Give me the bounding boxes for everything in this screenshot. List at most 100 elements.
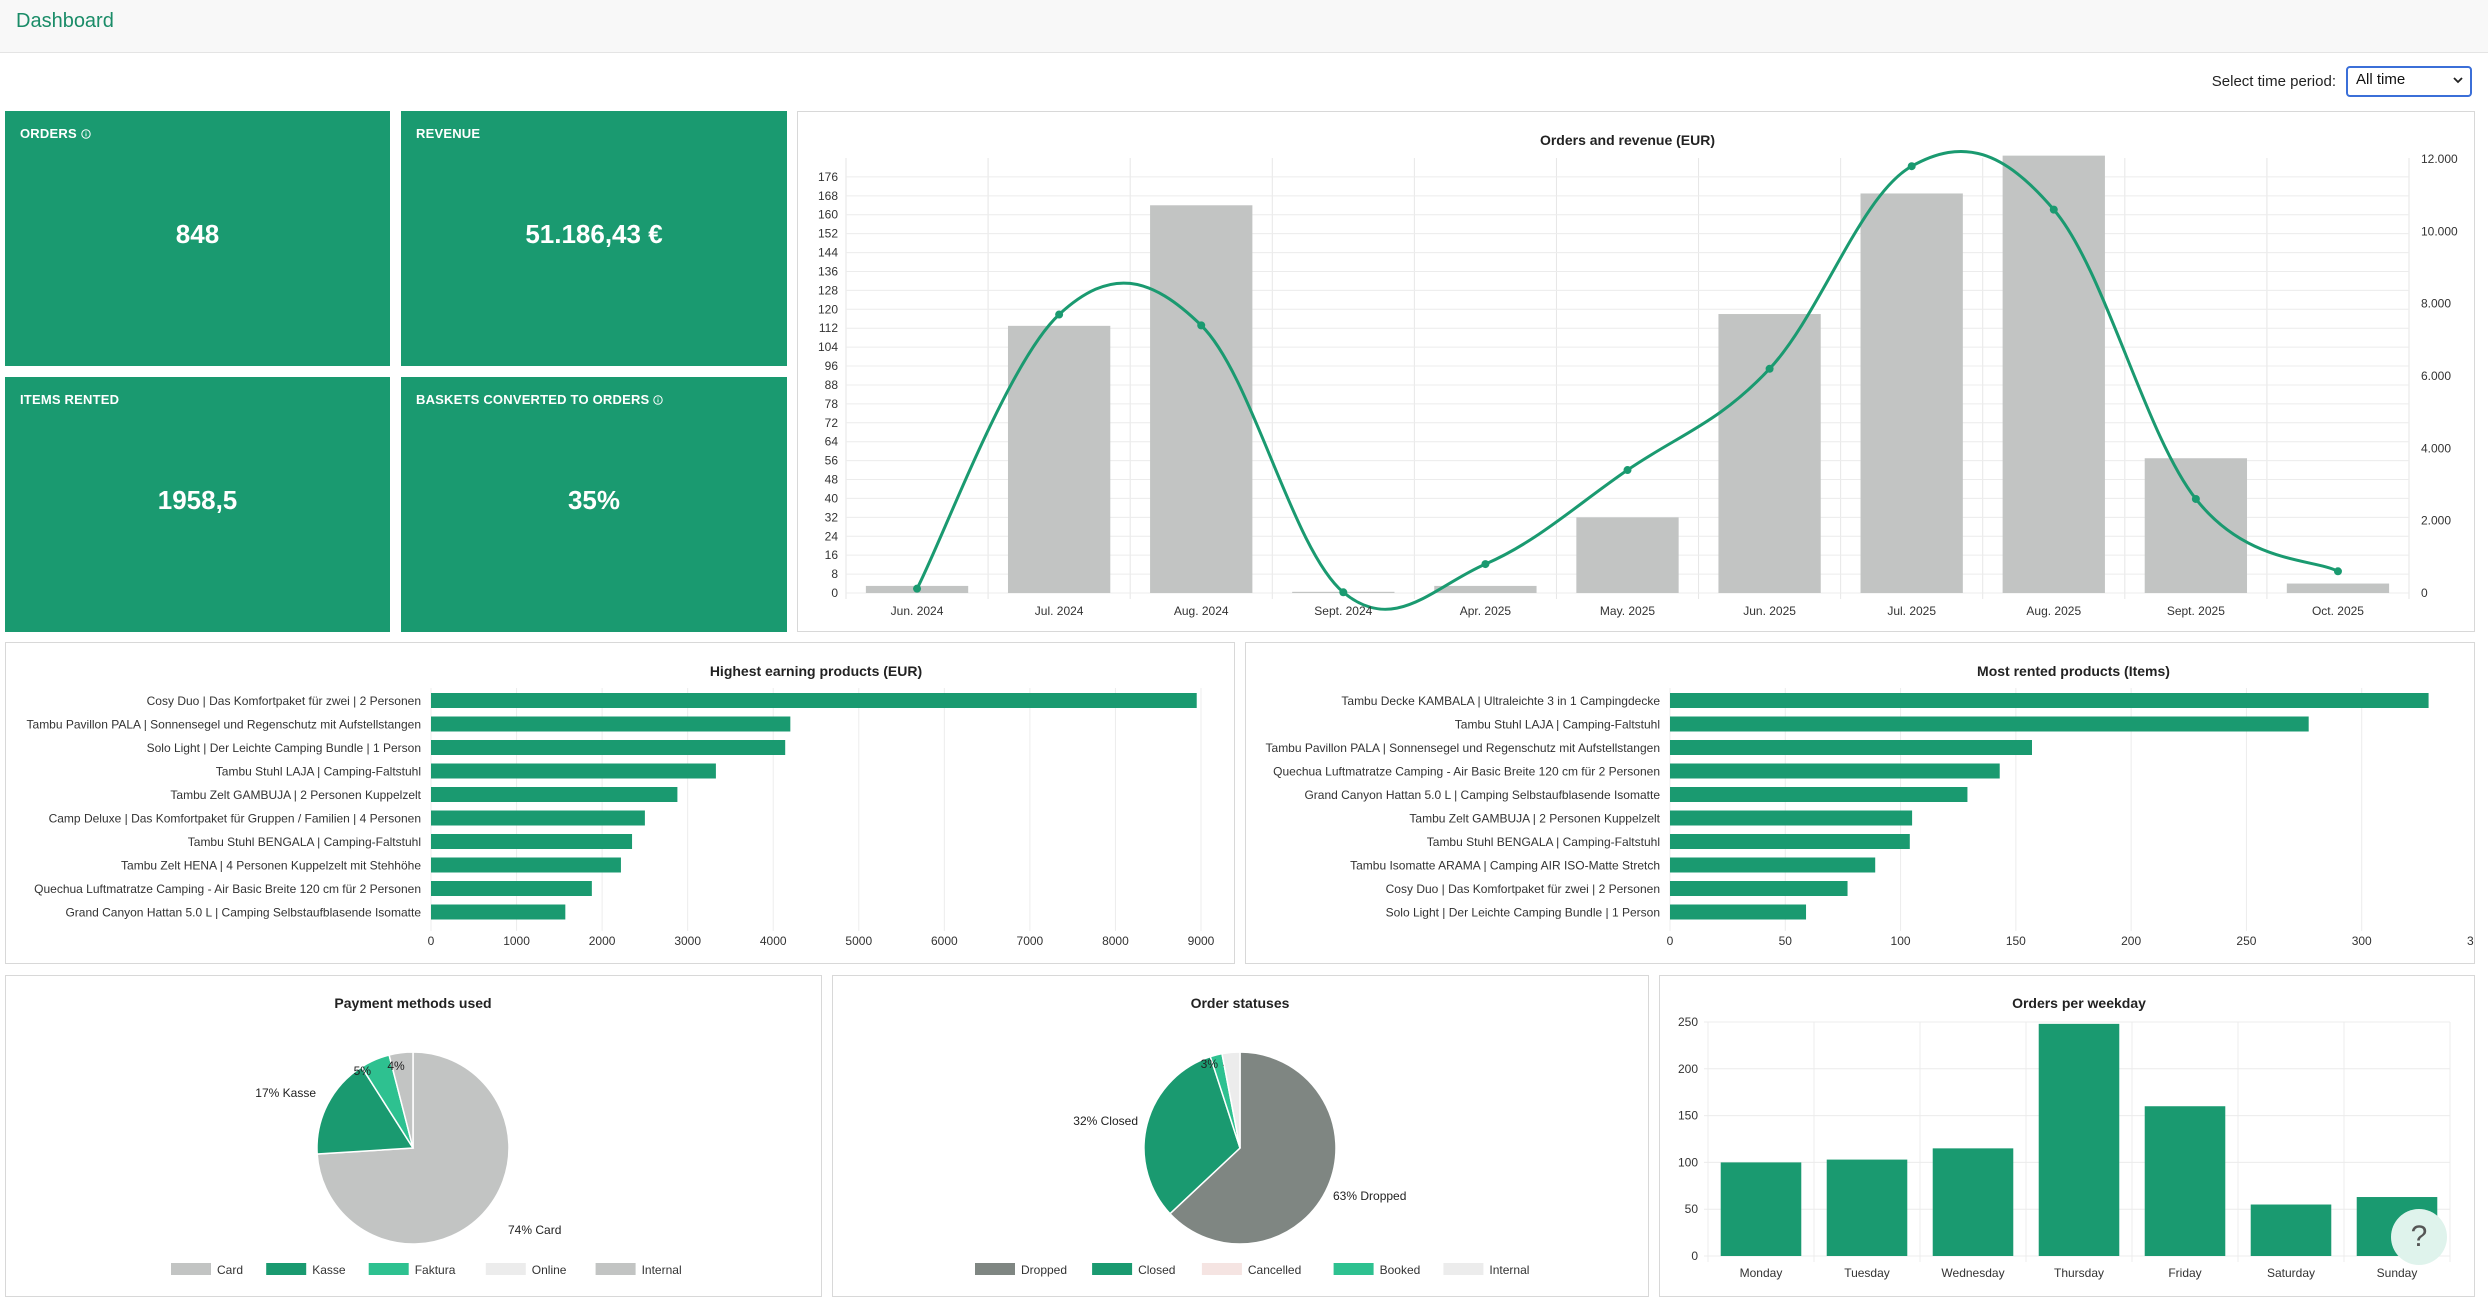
y-tick-label: 8 [831,567,838,581]
time-period-select[interactable]: All time [2346,66,2472,97]
page-title: Dashboard [16,10,114,32]
y-tick-label: 104 [818,340,838,354]
y-tick-label: 24 [825,529,839,543]
bar [1670,716,2309,732]
y-tick-label: Tambu Pavillon PALA | Sonnensegel und Re… [27,718,421,732]
y-tick-label: Tambu Stuhl BENGALA | Camping-Faltstuhl [1427,835,1660,849]
kpi-baskets-converted-label: BASKETS CONVERTED TO ORDERS [416,392,650,407]
bar [2144,458,2248,593]
legend-label: Card [217,1263,243,1277]
bar [2144,1106,2226,1256]
y-tick-label: 96 [825,359,839,373]
bar [1670,857,1876,873]
orders-revenue-chart: Orders and revenue (EUR) 0 8 16 24 32 40 48 56 64… [818,132,2458,618]
y-tick-label: 176 [818,170,838,184]
y-tick-label: 0 [1691,1249,1698,1263]
info-icon[interactable] [653,394,664,405]
top-bar: Dashboard [0,0,2488,53]
slice-label: 74% Card [508,1223,561,1237]
slice-label: 3% [1201,1057,1219,1071]
time-period-filter: Select time period: All time [2212,66,2472,97]
x-tick-label: 0 [1667,934,1674,948]
y-tick-label: 128 [818,283,838,297]
kpi-baskets-converted: BASKETS CONVERTED TO ORDERS 35% [401,377,787,632]
y-tick-label: 78 [825,397,839,411]
x-tick-label: Sept. 2025 [2167,604,2225,618]
payment-methods-card: Payment methods used 74% Card 17% Kasse 5% 4… [5,975,822,1297]
legend-swatch [1092,1263,1133,1275]
y-tick-label: Solo Light | Der Leichte Camping Bundle … [1386,906,1660,920]
y-tick-label: 72 [825,416,839,430]
x-tick-label: 100 [1891,934,1911,948]
y-tick-label: 200 [1678,1062,1698,1076]
legend-label: Closed [1138,1263,1175,1277]
orders-revenue-card: Orders and revenue (EUR) 0 8 16 24 32 40 48 56 64… [797,111,2475,632]
legend-label: Kasse [312,1263,346,1277]
y-tick-label: 50 [1685,1202,1699,1216]
y-tick-label: 40 [825,491,839,505]
revenue-point [1765,364,1774,373]
x-tick-label: 0 [428,934,435,948]
legend-label: Faktura [415,1263,456,1277]
chart-title: Most rented products (Items) [1977,663,2170,679]
bar [431,740,786,755]
y-tick-label: Tambu Zelt GAMBUJA | 2 Personen Kuppelze… [1409,812,1660,826]
y-tick-label: Quechua Luftmatratze Camping - Air Basic… [1273,765,1660,779]
x-tick-label: Apr. 2025 [1460,604,1512,618]
y-tick-label: Camp Deluxe | Das Komfortpaket für Grupp… [49,812,421,826]
slice-label: 32% Closed [1073,1114,1138,1128]
y-tick-label: Solo Light | Der Leichte Camping Bundle … [147,741,421,755]
x-tick-label: 2000 [589,934,616,948]
y2-tick-label: 6.000 [2421,369,2451,383]
payment-methods-chart: Payment methods used 74% Card 17% Kasse 5% 4… [171,995,682,1277]
kpi-orders-label: ORDERS [20,126,77,141]
y-tick-label: 88 [825,378,839,392]
kpi-revenue: REVENUE 51.186,43 € [401,111,787,366]
y-tick-label: 112 [819,321,838,335]
bar [1670,787,1968,802]
revenue-point [1623,466,1632,475]
legend-label: Booked [1380,1263,1421,1277]
help-label: ? [2410,1220,2428,1253]
slice-label: 4% [387,1059,405,1073]
x-tick-label: 8000 [1102,934,1129,948]
help-button[interactable]: ? [2391,1209,2447,1265]
kpi-revenue-label: REVENUE [416,126,481,141]
bar [431,763,716,779]
chart-title: Orders per weekday [2012,995,2146,1011]
bar [2250,1204,2332,1256]
y-tick-label: Quechua Luftmatratze Camping - Air Basic… [34,882,421,896]
x-tick-label: Friday [2168,1266,2201,1280]
y2-tick-label: 2.000 [2421,514,2451,528]
chart-title: Order statuses [1191,995,1290,1011]
legend-swatch [1443,1263,1484,1275]
y-tick-label: Tambu Pavillon PALA | Sonnensegel und Re… [1266,741,1660,755]
x-tick-label: 50 [1779,934,1793,948]
y-tick-label: Grand Canyon Hattan 5.0 L | Camping Selb… [65,906,421,920]
y-tick-label: 136 [818,264,838,278]
y-tick-label: 64 [825,435,839,449]
legend-swatch [368,1263,409,1275]
legend-swatch [1333,1263,1374,1275]
time-period-value: All time [2356,71,2406,88]
bar [431,810,645,826]
info-icon[interactable] [81,128,91,139]
y-tick-label: 160 [818,208,838,222]
highest-earning-chart: Highest earning products (EUR) 0 1000 2000 3… [27,663,1215,948]
highest-earning-card: Highest earning products (EUR) 0 1000 2000 3… [5,642,1235,964]
y2-tick-label: 8.000 [2421,297,2451,311]
legend-label: Internal [642,1263,682,1277]
y-tick-label: 56 [825,454,839,468]
y-tick-label: Tambu Zelt GAMBUJA | 2 Personen Kuppelze… [170,788,421,802]
x-tick-label: 350 [2467,934,2474,948]
x-tick-label: 7000 [1017,934,1044,948]
legend-label: Cancelled [1248,1263,1301,1277]
bar [1860,193,1963,593]
revenue-point [2333,567,2342,576]
x-tick-label: Jul. 2024 [1035,604,1084,618]
y-tick-label: Tambu Zelt HENA | 4 Personen Kuppelzelt … [121,859,421,873]
bar [1670,881,1848,896]
bar [431,834,633,849]
